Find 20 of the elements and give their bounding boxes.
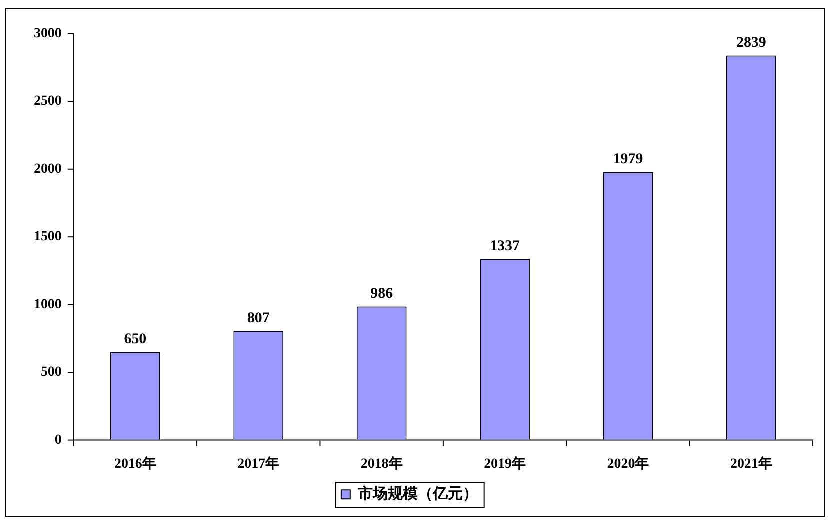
legend-label: 市场规模（亿元） — [356, 484, 478, 502]
x-tick-label: 2016年 — [114, 456, 156, 472]
y-tick-label: 2500 — [34, 94, 62, 110]
data-label: 807 — [247, 310, 270, 326]
y-tick-label: 500 — [40, 365, 62, 380]
y-tick-label: 1000 — [34, 297, 62, 312]
data-label: 2839 — [736, 35, 766, 52]
data-label: 650 — [124, 332, 147, 348]
x-tick-label: 2021年 — [730, 456, 772, 472]
y-tick-label: 0 — [54, 432, 62, 448]
y-tick-label: 3000 — [34, 26, 62, 42]
data-label: 1979 — [613, 152, 644, 168]
data-label: 986 — [370, 286, 394, 302]
x-tick-label: 2018年 — [360, 456, 403, 472]
y-tick-label: 1500 — [34, 230, 62, 245]
x-tick-label: 2017年 — [238, 456, 280, 472]
x-tick-label: 2019年 — [484, 456, 526, 472]
x-tick-label: 2020年 — [607, 456, 650, 472]
data-label: 1337 — [490, 238, 521, 255]
y-tick-label: 2000 — [34, 162, 62, 177]
